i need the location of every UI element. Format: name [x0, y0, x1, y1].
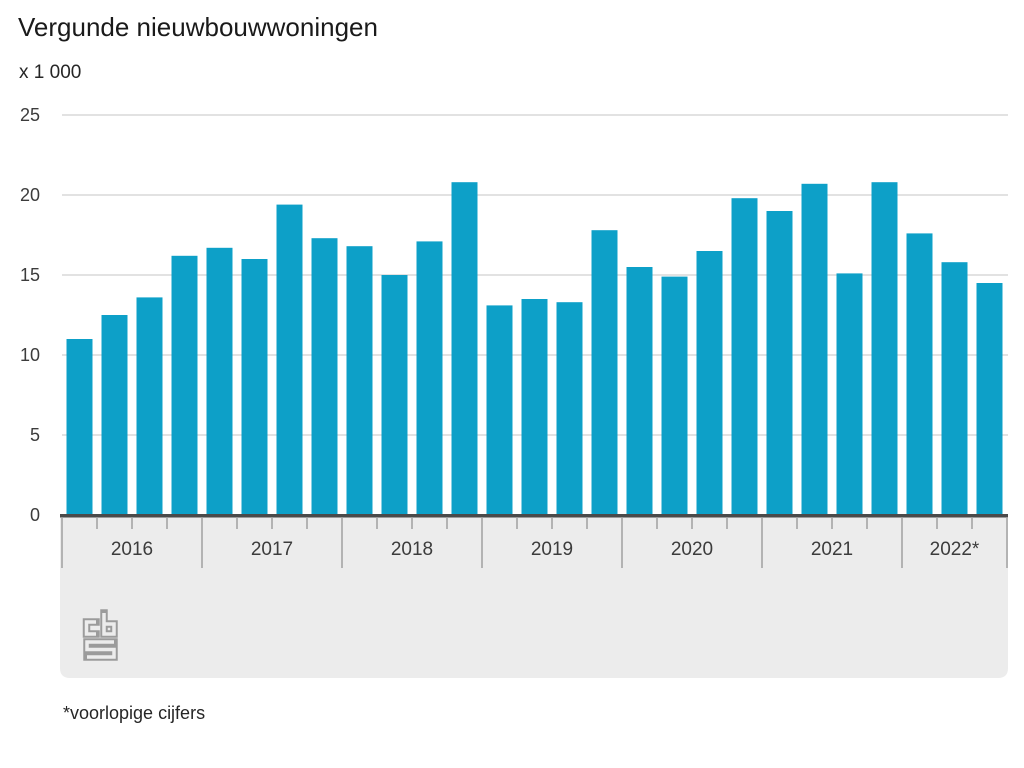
- bar-2016-q4: [171, 255, 198, 516]
- bar-2017-q1: [206, 247, 233, 516]
- bar-2016-q3: [136, 297, 163, 515]
- year-label-2018: 2018: [391, 539, 433, 560]
- bar-2022-q1: [906, 233, 933, 515]
- year-label-2021: 2021: [811, 539, 853, 560]
- footer-band: [60, 517, 1008, 678]
- year-label-2019: 2019: [531, 539, 573, 560]
- bar-2017-q4: [311, 238, 338, 515]
- bar-2017-q3: [276, 204, 303, 515]
- logo-letter-inner: [84, 620, 96, 636]
- bar-2022-q3: [976, 283, 1003, 515]
- y-tick-label-0: 0: [30, 505, 40, 525]
- bar-2018-q4: [451, 182, 478, 515]
- bar-2020-q3: [696, 251, 723, 515]
- year-label-2016: 2016: [111, 539, 153, 560]
- logo-letter-inner: [102, 613, 116, 636]
- year-label-2022: 2022*: [930, 539, 980, 560]
- bar-2020-q1: [626, 267, 653, 515]
- bar-2019-q2: [521, 299, 548, 515]
- bar-2021-q3: [836, 273, 863, 515]
- bar-2020-q4: [731, 198, 758, 515]
- bar-2021-q1: [766, 211, 793, 515]
- bar-2021-q4: [871, 182, 898, 515]
- bar-2019-q4: [591, 230, 618, 515]
- y-tick-label-5: 5: [30, 425, 40, 445]
- year-label-2020: 2020: [671, 539, 713, 560]
- bar-2018-q2: [381, 275, 408, 515]
- year-label-2017: 2017: [251, 539, 293, 560]
- cbs-logo: [82, 609, 118, 661]
- y-tick-label-15: 15: [20, 265, 40, 285]
- y-tick-label-25: 25: [20, 105, 40, 125]
- unit-label: x 1 000: [19, 62, 82, 83]
- bar-2018-q1: [346, 246, 373, 515]
- chart-title: Vergunde nieuwbouwwoningen: [18, 12, 378, 42]
- x-axis-line: [60, 514, 1008, 518]
- bar-2016-q2: [101, 315, 128, 515]
- y-tick-label-10: 10: [20, 345, 40, 365]
- bar-2018-q3: [416, 241, 443, 515]
- bar-2022-q2: [941, 262, 968, 515]
- bar-2016-q1: [66, 339, 93, 515]
- bar-2020-q2: [661, 276, 688, 515]
- logo-letter-inner: [85, 640, 116, 659]
- bar-2021-q2: [801, 183, 828, 516]
- footnote: *voorlopige cijfers: [63, 703, 206, 723]
- bar-2019-q1: [486, 305, 513, 515]
- bar-2017-q2: [241, 259, 268, 515]
- y-tick-label-20: 20: [20, 185, 40, 205]
- bar-2019-q3: [556, 302, 583, 515]
